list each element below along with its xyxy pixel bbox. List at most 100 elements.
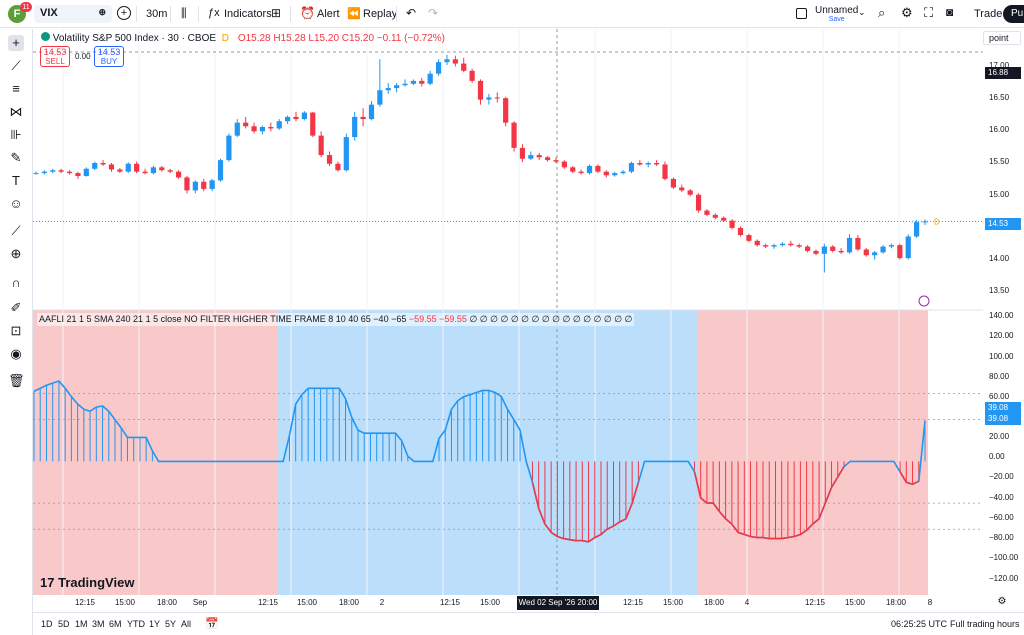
trend-line-icon[interactable]: ⟋ <box>11 58 21 73</box>
quick-search-icon[interactable]: ⌕ <box>878 5 886 20</box>
layout-name-button[interactable]: Unnamed Save <box>815 5 858 23</box>
range-button[interactable]: 6M <box>109 619 122 629</box>
compare-plus-icon[interactable]: + <box>117 6 131 20</box>
candle-body <box>83 168 89 176</box>
candle-body <box>687 190 693 195</box>
eye-icon[interactable]: ◉ <box>10 346 22 361</box>
chevron-down-icon[interactable]: ⌄ <box>858 7 866 17</box>
fib-retracement-icon[interactable]: ≡ <box>12 81 20 96</box>
candle-body <box>544 157 551 161</box>
indicator-legend[interactable]: AAFLI 21 1 5 SMA 240 21 1 5 close NO FIL… <box>37 313 635 326</box>
time-axis[interactable]: 12:15 15:00 18:00 Sep 12:15 15:00 18:00 … <box>33 595 1024 612</box>
ruler-icon[interactable]: ⟋ <box>11 223 21 238</box>
pattern-icon[interactable]: ⋈ <box>9 104 23 119</box>
zoom-in-icon[interactable]: ⊕ <box>10 246 22 261</box>
sell-price: 14.53 <box>43 47 67 57</box>
prediction-icon[interactable]: ⊪ <box>10 127 22 142</box>
candle-body <box>503 98 509 123</box>
indicator-value-2: −59.55 <box>439 314 467 324</box>
candle-body <box>863 249 869 256</box>
series-title: Volatility S&P 500 Index · 30 · CBOE <box>52 33 217 44</box>
clock[interactable]: 06:25:25 UTC <box>891 619 948 629</box>
chart-type-icon[interactable]: ⫼ <box>181 6 187 20</box>
candle-body <box>721 217 727 221</box>
osc-label: −120.00 <box>989 574 1019 583</box>
candle-body <box>914 222 920 237</box>
trash-icon[interactable]: 🗑 <box>8 373 25 388</box>
candle-body <box>469 70 475 81</box>
range-button[interactable]: 5Y <box>165 619 177 629</box>
candle-body <box>771 245 777 247</box>
range-button[interactable]: All <box>181 619 192 629</box>
stay-drawing-icon[interactable]: ✐ <box>10 300 22 315</box>
price-scale[interactable] <box>983 29 1024 595</box>
range-button[interactable]: 5D <box>58 619 70 629</box>
sell-label: SELL <box>45 57 65 66</box>
date-range-calendar-icon[interactable]: 📅 <box>205 618 219 630</box>
alert-clock-icon[interactable]: ⏰ <box>300 6 315 20</box>
candle-body <box>167 170 173 172</box>
emoji-icon[interactable]: ☺ <box>9 196 23 211</box>
range-button[interactable]: 1D <box>41 619 53 629</box>
templates-grid-icon[interactable]: ⊞ <box>271 6 282 20</box>
trade-button[interactable]: Trade <box>974 8 1003 20</box>
redo-icon[interactable]: ↷ <box>428 6 439 20</box>
buy-button[interactable]: 14.53 BUY <box>94 46 124 67</box>
scale-mode-button[interactable]: point <box>983 31 1021 45</box>
candle-body <box>620 171 626 174</box>
alert-button[interactable]: Alert <box>317 8 340 20</box>
undo-icon[interactable]: ↶ <box>406 6 417 20</box>
indicators-button[interactable]: Indicators <box>224 8 272 20</box>
chart-canvas[interactable]: D <box>33 29 983 595</box>
lock-icon[interactable]: ⊡ <box>10 323 22 338</box>
price-label: 15.50 <box>989 157 1010 166</box>
range-button[interactable]: YTD <box>127 619 145 629</box>
osc-label: 60.00 <box>989 392 1010 401</box>
crosshair-cursor-icon[interactable]: + <box>8 35 24 51</box>
brush-icon[interactable]: ✎ <box>10 150 22 165</box>
layout-checkbox[interactable] <box>796 8 807 19</box>
candle-body <box>92 163 98 169</box>
candle-body <box>142 171 148 174</box>
snapshot-camera-icon[interactable]: ◙ <box>946 5 954 19</box>
candle-body <box>175 171 182 178</box>
range-button[interactable]: 1M <box>75 619 88 629</box>
range-button[interactable]: 3M <box>92 619 105 629</box>
price-label: 14.00 <box>989 254 1010 263</box>
interval-button[interactable]: 30m <box>146 8 168 20</box>
indicators-icon[interactable]: ƒx <box>208 7 220 19</box>
osc-label: −100.00 <box>989 553 1019 562</box>
time-label: 8 <box>927 598 933 607</box>
magnet-icon[interactable]: ∩ <box>11 275 21 290</box>
top-toolbar: F 11 VIX ⊕ + 30m ⫼ ƒx Indicators ⊞ ⏰ Aler… <box>0 0 1024 28</box>
candle-body <box>922 221 928 223</box>
candle-body <box>201 181 207 189</box>
candle-body <box>293 116 299 120</box>
scale-settings-icon[interactable]: ⚙ <box>997 596 1007 607</box>
time-label: 18:00 <box>338 598 360 607</box>
replay-icon[interactable]: ⏪ <box>347 8 361 20</box>
session-button[interactable]: Full trading hours <box>950 619 1020 629</box>
osc-value-label: 39.08 <box>985 402 1021 414</box>
candle-body <box>461 63 467 71</box>
range-button[interactable]: 1Y <box>149 619 161 629</box>
settings-gear-icon[interactable]: ⚙ <box>901 5 913 20</box>
symbol-text: VIX <box>40 7 58 19</box>
symbol-search-input[interactable]: VIX ⊕ <box>34 5 112 23</box>
candle-body <box>628 163 635 172</box>
publish-button[interactable]: Pu <box>1003 5 1024 23</box>
symbol-legend: Volatility S&P 500 Index · 30 · CBOE D O… <box>41 32 445 44</box>
sell-button[interactable]: 14.53 SELL <box>40 46 70 67</box>
text-tool-icon[interactable]: T <box>12 173 20 188</box>
osc-label: 100.00 <box>989 352 1014 361</box>
fullscreen-icon[interactable]: ⛶ <box>924 5 934 20</box>
candle-body <box>645 163 651 165</box>
time-label: 12:15 <box>257 598 279 607</box>
replay-button[interactable]: Replay <box>363 8 398 20</box>
candle-body <box>695 194 702 211</box>
symbol-dropdown-icon[interactable]: ⊕ <box>98 7 106 17</box>
time-label: 12:15 <box>439 598 461 607</box>
time-label: 15:00 <box>662 598 684 607</box>
candle-body <box>66 171 73 174</box>
candle-body <box>368 104 375 120</box>
